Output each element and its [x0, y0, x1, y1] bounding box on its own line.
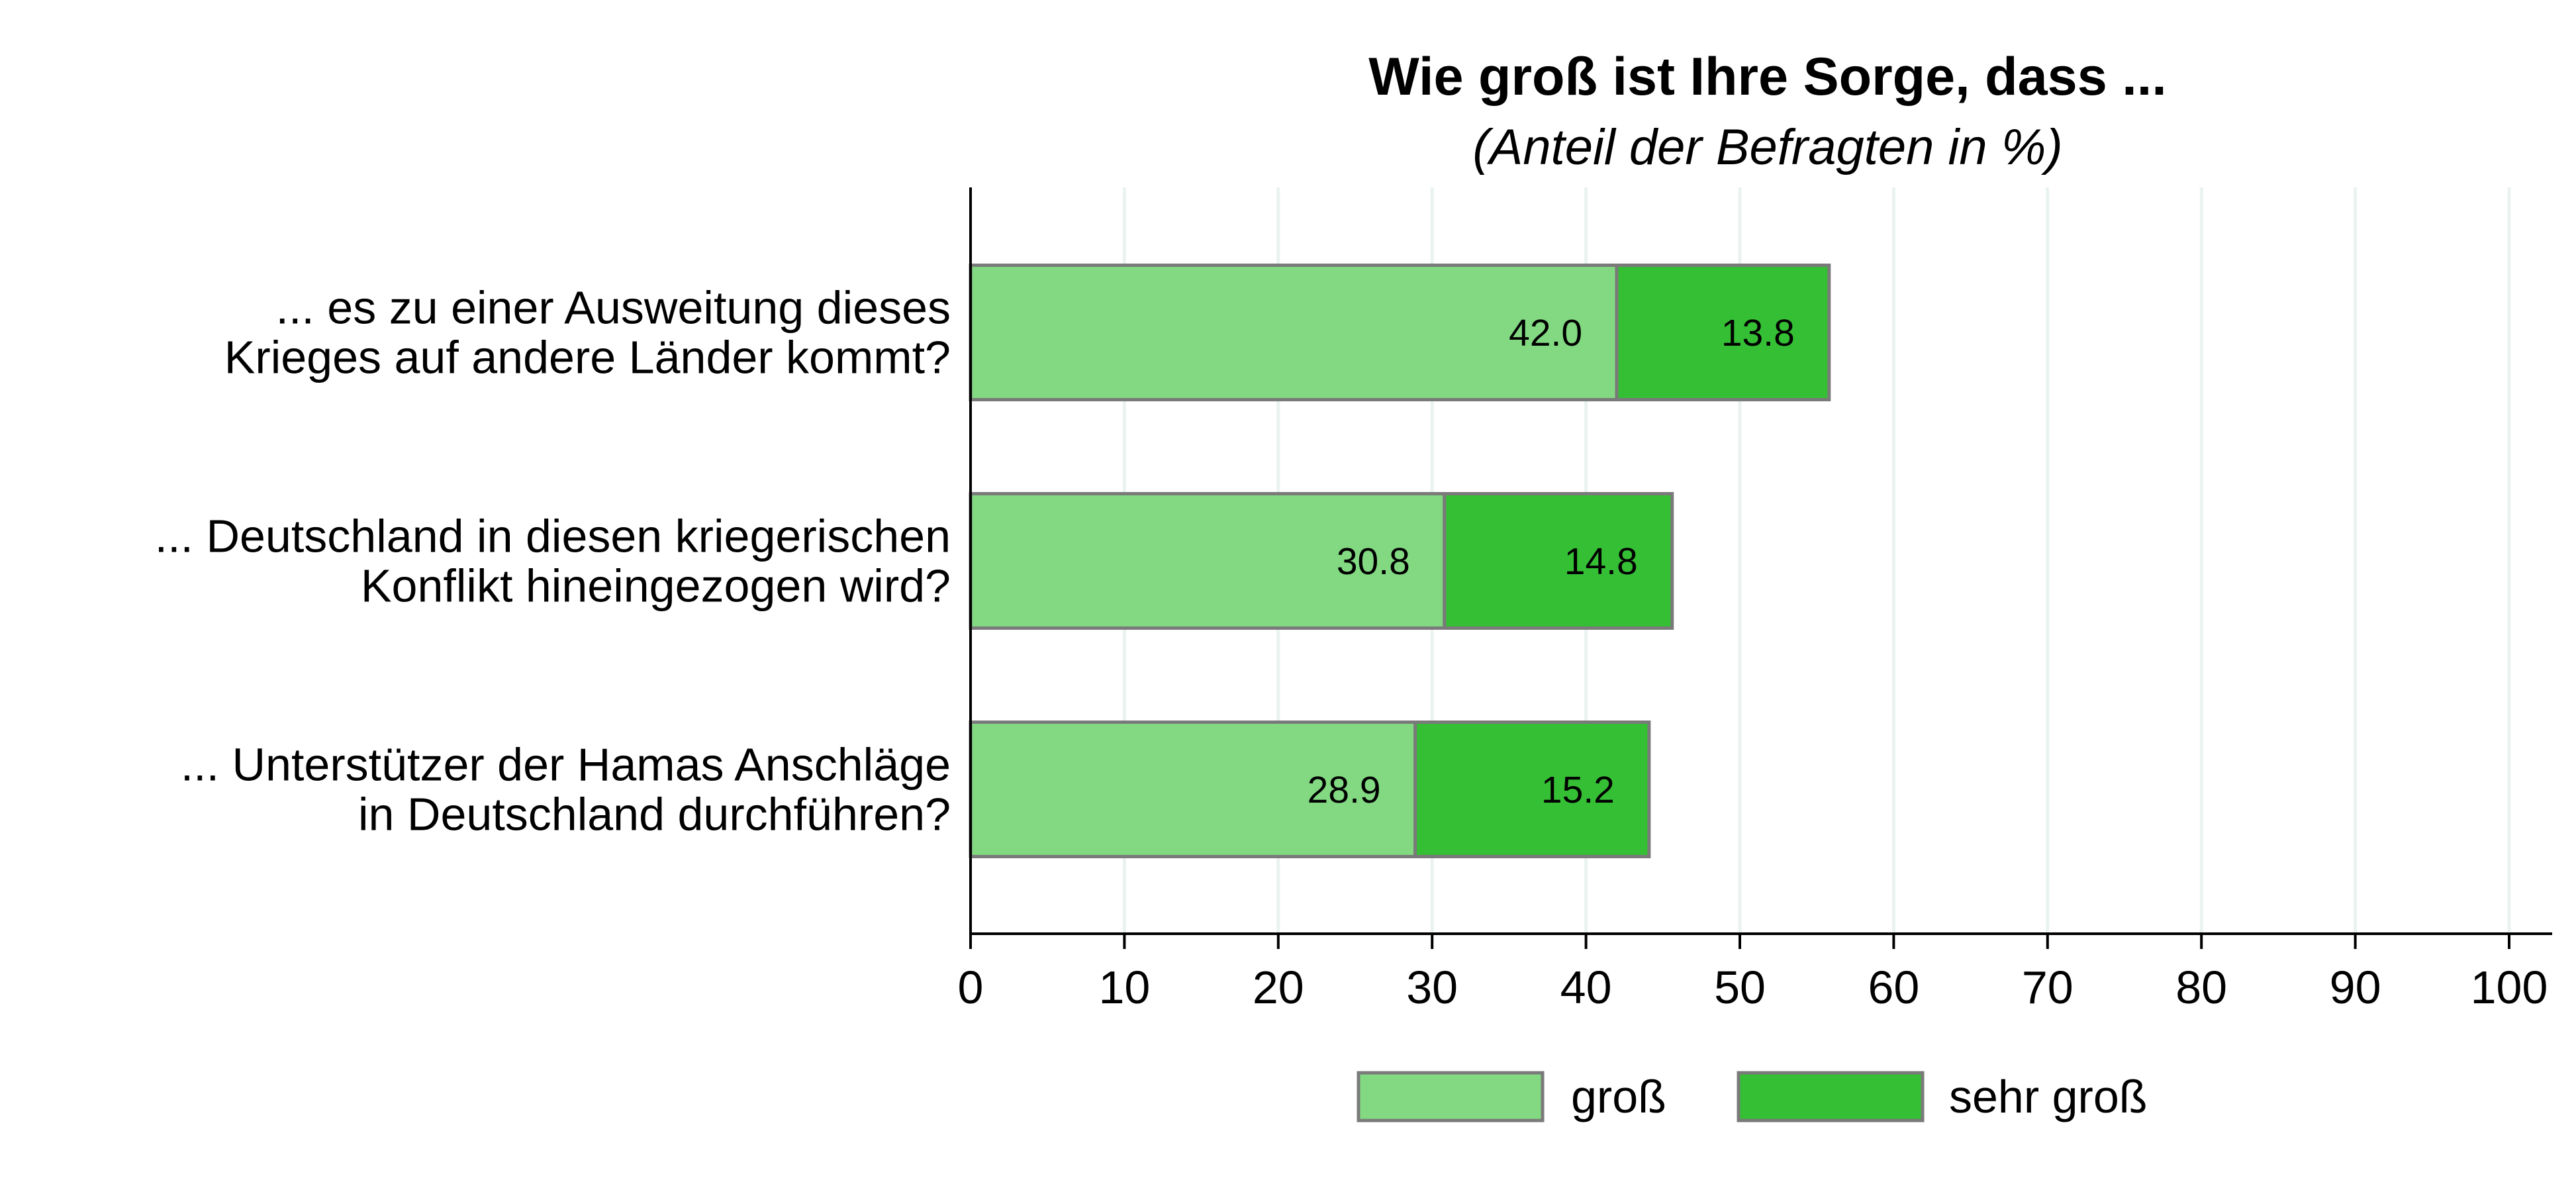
value-label: 15.2	[1541, 769, 1615, 811]
x-tick-label: 80	[2175, 962, 2227, 1013]
legend-label: groß	[1571, 1071, 1666, 1122]
bar-segment	[1413, 721, 1651, 858]
axis-layer: 0 10 20 30 40 50 60 70 80 90 100	[958, 187, 2552, 1013]
x-tick-label: 0	[958, 962, 984, 1013]
value-label: 30.8	[1337, 540, 1410, 583]
legend-label: sehr groß	[1949, 1071, 2148, 1122]
bar-segment	[1443, 492, 1674, 630]
bars-layer: 42.0 13.8 30.8 14.8 28.9 15.2	[969, 264, 1831, 858]
category-label: ... Deutschland in diesen kriegerischen	[155, 511, 951, 562]
x-tick-label: 30	[1406, 962, 1458, 1013]
bar-segment	[1615, 264, 1831, 401]
value-label: 13.8	[1721, 312, 1795, 354]
x-tick-label: 100	[2471, 962, 2548, 1013]
x-tick-label: 60	[1868, 962, 1919, 1013]
legend-swatch	[1357, 1071, 1545, 1122]
chart-title: Wie groß ist Ihre Sorge, dass ...	[1368, 47, 2167, 107]
category-label: in Deutschland durchführen?	[358, 789, 951, 840]
x-tick-label: 90	[2330, 962, 2381, 1013]
chart-subtitle: (Anteil der Befragten in %)	[1472, 119, 2062, 175]
category-label: Konflikt hineingezogen wird?	[361, 560, 951, 612]
x-tick-label: 40	[1560, 962, 1612, 1013]
category-label: ... es zu einer Ausweitung dieses	[276, 282, 951, 334]
legend: groß sehr groß	[1357, 1071, 2148, 1122]
value-label: 14.8	[1564, 540, 1638, 583]
x-tick-label: 10	[1098, 962, 1150, 1013]
value-label: 28.9	[1308, 769, 1381, 811]
category-label: Krieges auf andere Länder kommt?	[224, 332, 951, 383]
x-tick-label: 50	[1714, 962, 1766, 1013]
value-label: 42.0	[1509, 312, 1582, 354]
x-tick-label: 70	[2022, 962, 2074, 1013]
category-label: ... Unterstützer der Hamas Anschläge	[181, 739, 951, 791]
legend-swatch	[1737, 1071, 1925, 1122]
x-tick-label: 20	[1253, 962, 1304, 1013]
category-labels: ... es zu einer Ausweitung diesesKrieges…	[155, 282, 951, 840]
